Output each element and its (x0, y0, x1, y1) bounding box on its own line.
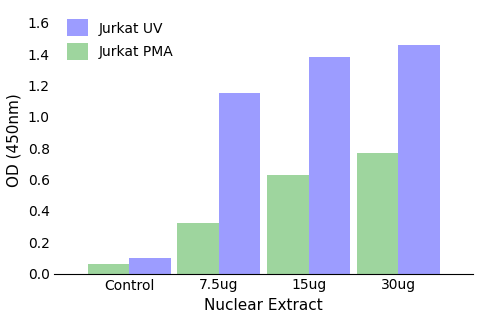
Y-axis label: OD (450nm): OD (450nm) (7, 93, 22, 187)
Bar (178, 223, 219, 274)
Bar (267, 175, 309, 274)
Bar (219, 93, 261, 274)
X-axis label: Nuclear Extract: Nuclear Extract (204, 298, 323, 313)
Bar (398, 44, 440, 274)
Bar (88, 264, 129, 274)
Bar (129, 258, 171, 274)
Legend: Jurkat UV, Jurkat PMA: Jurkat UV, Jurkat PMA (61, 14, 179, 66)
Bar (309, 57, 350, 274)
Bar (357, 153, 398, 274)
